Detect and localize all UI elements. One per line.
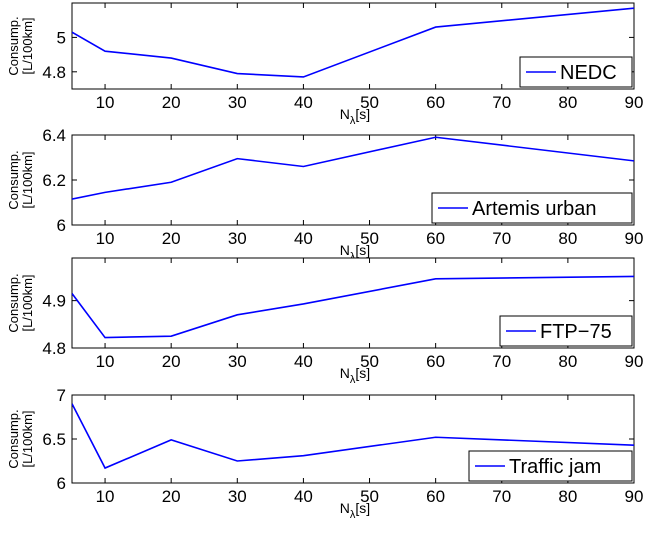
y-axis-label: Consump.[L/100km] [6,273,35,332]
x-axis-label-sub: λ [350,115,356,127]
x-tick-label: 20 [162,93,181,112]
x-axis-label-unit: [s] [355,365,370,381]
x-axis-label: Nλ[s] [340,365,370,386]
x-tick-label: 80 [558,93,577,112]
series-line [72,136,634,200]
x-tick-label: 40 [294,229,313,248]
x-tick-label: 40 [294,93,313,112]
x-axis-label-sub: λ [350,374,356,386]
x-axis-label-sub: λ [350,251,356,263]
legend-label: Traffic jam [509,456,601,478]
x-tick-label: 60 [426,229,445,248]
x-tick-label: 10 [96,487,115,506]
x-axis-label: Nλ[s] [340,500,370,521]
y-tick-label: 6 [57,474,66,493]
x-axis-label-main: N [340,106,350,122]
x-tick-label: 10 [96,352,115,371]
x-tick-label: 70 [492,352,511,371]
x-tick-label: 20 [162,352,181,371]
x-tick-label: 90 [625,93,644,112]
x-axis-label-unit: [s] [355,242,370,258]
x-axis-label-unit: [s] [355,106,370,122]
y-axis-label: Consump.[L/100km] [6,150,35,209]
x-tick-label: 80 [558,487,577,506]
y-tick-label: 6.5 [42,430,66,449]
y-tick-label: 4.9 [42,292,66,311]
x-tick-label: 70 [492,487,511,506]
x-tick-label: 40 [294,352,313,371]
x-tick-label: 20 [162,487,181,506]
x-tick-label: 20 [162,229,181,248]
y-tick-label: 6.2 [42,171,66,190]
x-tick-label: 30 [228,93,247,112]
panel-2: 10 20 30 40 50 60 70 80 90 6 6.2 6.4 Consump.[L/100k… [6,126,643,263]
x-axis-label-unit: [s] [355,500,370,516]
x-tick-label: 80 [558,229,577,248]
x-tick-label: 70 [492,93,511,112]
y-axis-label: Consump.[L/100km] [6,16,35,75]
y-tick-label: 5 [57,28,66,47]
x-tick-label: 10 [96,93,115,112]
x-axis-label-main: N [340,365,350,381]
y-axis-label-line: Consump. [6,150,21,209]
series-line [72,7,634,78]
y-tick-label: 4.8 [42,339,66,358]
y-tick-label: 7 [57,386,66,405]
panel-4: 10 20 30 40 50 60 70 80 90 6 6.5 7 Consump.[L/100km]… [6,386,643,521]
x-tick-label: 30 [228,229,247,248]
y-tick-label: 4.8 [42,63,66,82]
x-axis-label-main: N [340,500,350,516]
x-axis-label: Nλ[s] [340,242,370,263]
x-tick-label: 90 [625,352,644,371]
x-axis-label: Nλ[s] [340,106,370,127]
y-axis-label-line: [L/100km] [20,17,35,74]
x-axis-label-sub: λ [350,509,356,521]
panel-3: 10 20 30 40 50 60 70 80 90 4.8 4.9 Consump.[L/100km… [6,257,644,386]
y-axis-label-line: Consump. [6,273,21,332]
legend: Artemis urban [431,192,633,224]
x-tick-label: 60 [426,352,445,371]
x-tick-label: 90 [625,487,644,506]
x-tick-label: 80 [558,352,577,371]
series-line [72,275,634,339]
x-tick-label: 70 [492,229,511,248]
y-axis-label-line: [L/100km] [20,151,35,208]
legend-label: Artemis urban [472,198,597,220]
x-tick-label: 60 [426,93,445,112]
x-tick-label: 40 [294,487,313,506]
y-tick-label: 6 [57,216,66,235]
y-axis-label-line: [L/100km] [20,410,35,467]
y-tick-label: 6.4 [42,126,66,145]
x-tick-label: 60 [426,487,445,506]
y-axis-label: Consump.[L/100km] [6,409,35,468]
legend-label: FTP−75 [540,321,612,343]
legend-box [468,450,633,482]
legend-label: NEDC [560,62,617,84]
panel-1: 10 20 30 40 50 60 70 80 90 4.8 5 Consump.[L/100km] N… [6,2,644,127]
x-tick-label: 90 [625,229,644,248]
y-axis-label-line: Consump. [6,409,21,468]
legend: Traffic jam [468,450,633,482]
x-tick-label: 30 [228,352,247,371]
x-tick-label: 10 [96,229,115,248]
x-tick-label: 50 [360,352,379,371]
y-axis-label-line: Consump. [6,16,21,75]
x-tick-label: 50 [360,229,379,248]
legend: NEDC [519,56,633,88]
x-tick-label: 50 [360,93,379,112]
x-axis-label-main: N [340,242,350,258]
y-axis-label-line: [L/100km] [20,274,35,331]
x-tick-label: 50 [360,487,379,506]
legend: FTP−75 [499,315,633,347]
x-tick-label: 30 [228,487,247,506]
series-line [72,403,634,470]
